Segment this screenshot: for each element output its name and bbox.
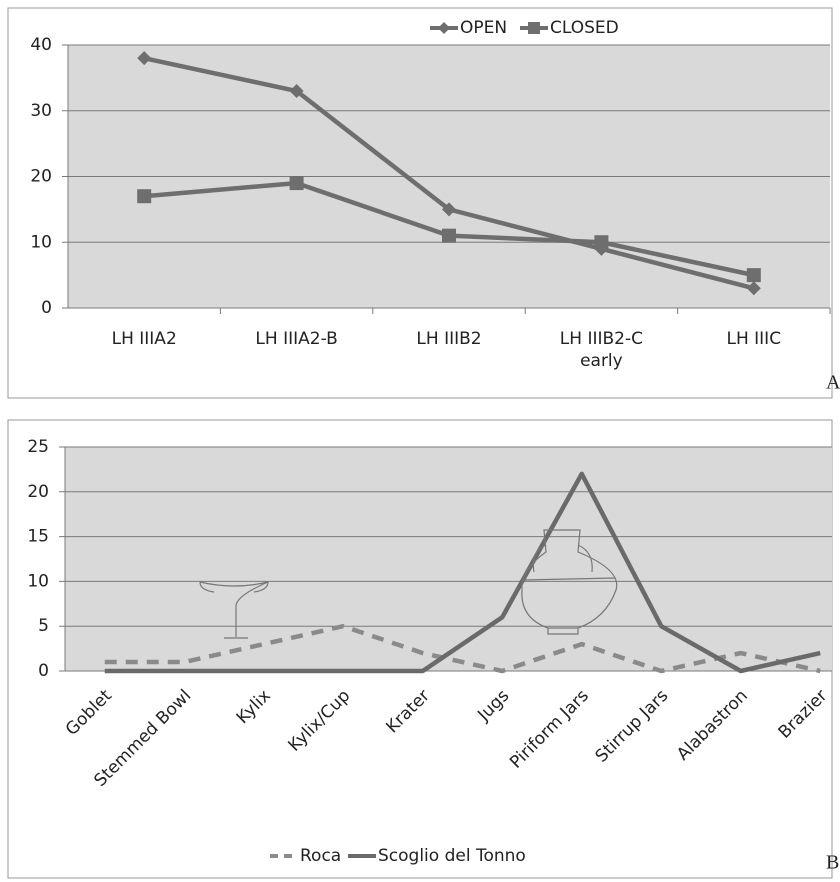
series-line bbox=[104, 471, 821, 674]
y-tick-label: 20 bbox=[30, 167, 52, 187]
legend-symbol bbox=[438, 22, 450, 34]
y-tick-label: 25 bbox=[27, 437, 49, 457]
y-tick-label: 15 bbox=[27, 527, 49, 547]
x-tick-label: LH IIIC bbox=[726, 329, 782, 349]
marker bbox=[594, 235, 609, 250]
legend-label: Scoglio del Tonno bbox=[378, 846, 526, 866]
y-tick-label: 20 bbox=[27, 482, 49, 502]
y-tick-label: 5 bbox=[38, 616, 49, 636]
x-tick-label: LH IIIB2 bbox=[416, 329, 482, 349]
plot-area bbox=[65, 447, 832, 671]
y-tick-label: 0 bbox=[38, 661, 49, 681]
series-line bbox=[104, 623, 821, 674]
panel-label: A bbox=[826, 372, 840, 394]
marker bbox=[289, 176, 304, 191]
y-tick-label: 0 bbox=[41, 298, 52, 318]
marker bbox=[746, 281, 761, 296]
x-tick-label: LH IIIA2 bbox=[111, 329, 177, 349]
y-tick-label: 10 bbox=[30, 232, 52, 252]
panel-label: B bbox=[826, 852, 839, 874]
marker bbox=[289, 84, 304, 99]
marker bbox=[137, 189, 152, 204]
y-tick-label: 30 bbox=[30, 101, 52, 121]
x-tick-label: LH IIIB2-C early bbox=[559, 329, 643, 371]
y-tick-label: 40 bbox=[30, 35, 52, 55]
marker bbox=[746, 268, 761, 283]
legend-label: CLOSED bbox=[550, 18, 619, 38]
marker bbox=[442, 228, 456, 243]
y-tick-label: 10 bbox=[27, 571, 49, 591]
marker bbox=[137, 51, 152, 66]
x-tick-label: LH IIIA2-B bbox=[255, 329, 338, 349]
legend-label: OPEN bbox=[460, 18, 507, 38]
vessel-drawings bbox=[199, 529, 618, 639]
marker bbox=[442, 202, 456, 217]
legend-label: Roca bbox=[300, 846, 341, 866]
legend-symbol bbox=[528, 22, 540, 34]
